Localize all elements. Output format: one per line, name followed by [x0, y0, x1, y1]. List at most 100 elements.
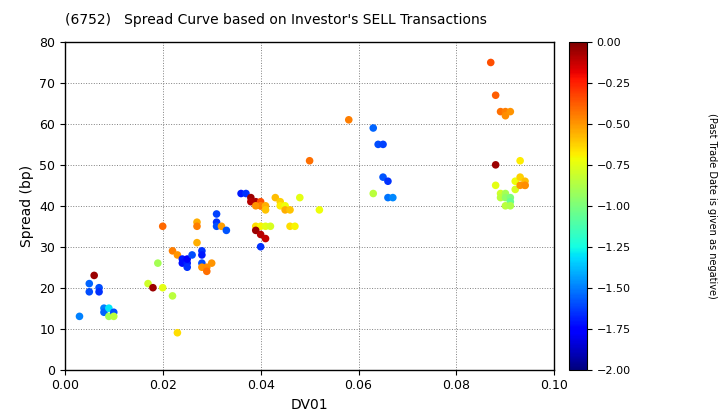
Point	[171, 329, 183, 336]
Point	[192, 239, 203, 246]
Point	[495, 190, 506, 197]
Point	[274, 202, 286, 209]
Point	[103, 305, 114, 312]
Point	[245, 194, 256, 201]
Point	[514, 158, 526, 164]
Point	[255, 223, 266, 230]
Point	[274, 198, 286, 205]
Point	[143, 280, 154, 287]
Point	[490, 161, 501, 168]
Point	[289, 223, 301, 230]
Point	[108, 313, 120, 320]
Point	[500, 202, 511, 209]
Y-axis label: Time in years between 9/20/2024 and Trade Date
(Past Trade Date is given as nega: Time in years between 9/20/2024 and Trad…	[707, 85, 720, 327]
Point	[490, 182, 501, 189]
Point	[167, 247, 179, 254]
Point	[519, 178, 531, 184]
Point	[377, 174, 389, 181]
Point	[192, 219, 203, 226]
Point	[387, 194, 399, 201]
Point	[372, 141, 384, 148]
Point	[157, 284, 168, 291]
Point	[279, 207, 291, 213]
Point	[84, 289, 95, 295]
Point	[500, 194, 511, 201]
Point	[514, 174, 526, 181]
Point	[367, 190, 379, 197]
Point	[495, 108, 506, 115]
Point	[196, 252, 207, 258]
Point	[260, 207, 271, 213]
Point	[519, 182, 531, 189]
Point	[176, 256, 188, 262]
X-axis label: DV01: DV01	[291, 398, 328, 412]
Point	[255, 202, 266, 209]
Point	[500, 112, 511, 119]
Point	[220, 227, 232, 234]
Point	[382, 178, 394, 184]
Point	[84, 280, 95, 287]
Point	[260, 223, 271, 230]
Point	[245, 198, 256, 205]
Point	[260, 202, 271, 209]
Point	[505, 202, 516, 209]
Point	[206, 260, 217, 266]
Point	[495, 194, 506, 201]
Point	[73, 313, 85, 320]
Point	[269, 194, 281, 201]
Point	[94, 289, 105, 295]
Point	[201, 268, 212, 275]
Point	[260, 235, 271, 242]
Point	[157, 223, 168, 230]
Point	[505, 108, 516, 115]
Point	[255, 243, 266, 250]
Point	[485, 59, 497, 66]
Point	[250, 223, 261, 230]
Point	[505, 194, 516, 201]
Point	[265, 223, 276, 230]
Point	[250, 198, 261, 205]
Point	[505, 198, 516, 205]
Point	[94, 284, 105, 291]
Point	[167, 292, 179, 299]
Point	[250, 227, 261, 234]
Point	[314, 207, 325, 213]
Point	[201, 264, 212, 270]
Point	[192, 223, 203, 230]
Point	[196, 247, 207, 254]
Point	[519, 182, 531, 189]
Point	[181, 264, 193, 270]
Point	[255, 198, 266, 205]
Y-axis label: Spread (bp): Spread (bp)	[19, 165, 34, 247]
Point	[284, 207, 296, 213]
Point	[240, 190, 252, 197]
Point	[152, 260, 163, 266]
Point	[510, 186, 521, 193]
Point	[235, 190, 247, 197]
Point	[186, 252, 198, 258]
Point	[103, 313, 114, 320]
Point	[181, 256, 193, 262]
Point	[377, 141, 389, 148]
Point	[250, 202, 261, 209]
Point	[367, 125, 379, 131]
Point	[196, 260, 207, 266]
Point	[255, 231, 266, 238]
Point	[171, 252, 183, 258]
Point	[255, 202, 266, 209]
Point	[490, 92, 501, 99]
Point	[294, 194, 305, 201]
Point	[284, 223, 296, 230]
Point	[196, 264, 207, 270]
Point	[211, 210, 222, 217]
Point	[98, 309, 109, 316]
Point	[500, 190, 511, 197]
Point	[176, 260, 188, 266]
Point	[216, 223, 228, 230]
Point	[211, 219, 222, 226]
Text: (6752)   Spread Curve based on Investor's SELL Transactions: (6752) Spread Curve based on Investor's …	[65, 13, 487, 26]
Point	[343, 116, 354, 123]
Point	[510, 178, 521, 184]
Point	[279, 202, 291, 209]
Point	[514, 182, 526, 189]
